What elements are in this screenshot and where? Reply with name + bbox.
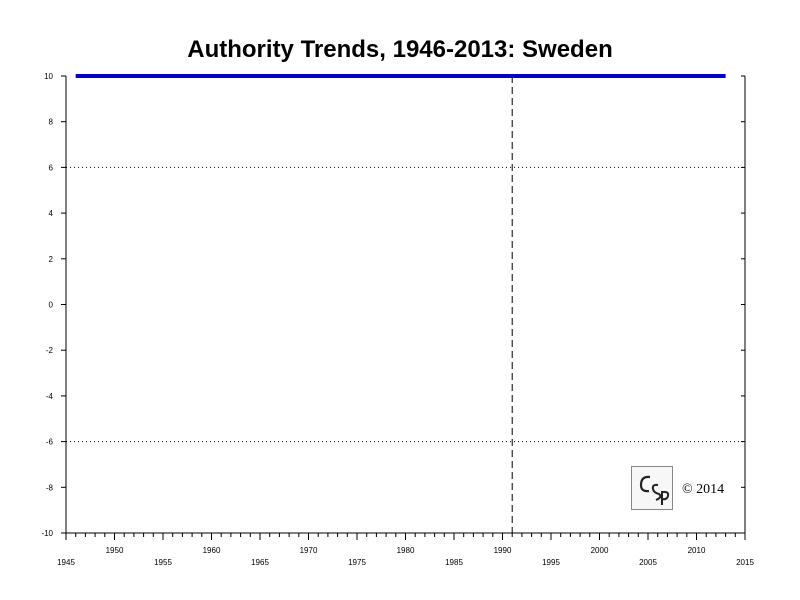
y-tick-label: 4: [49, 209, 54, 218]
y-tick-label: -6: [46, 438, 54, 447]
x-tick-label: 1985: [445, 558, 463, 567]
x-tick-label: 1990: [494, 546, 512, 555]
y-tick-label: -2: [46, 346, 54, 355]
x-tick-label: 1960: [203, 546, 221, 555]
y-tick-label: 2: [49, 255, 54, 264]
x-tick-label: 1975: [348, 558, 366, 567]
x-tick-label: 2000: [591, 546, 609, 555]
y-tick-label: -4: [46, 392, 54, 401]
y-tick-label: 10: [44, 72, 53, 81]
y-tick-label: -10: [41, 529, 53, 538]
x-tick-label: 2010: [688, 546, 706, 555]
x-tick-label: 1970: [300, 546, 318, 555]
x-tick-label: 2005: [639, 558, 657, 567]
x-tick-label: 1965: [251, 558, 269, 567]
x-tick-label: 1950: [106, 546, 124, 555]
x-tick-label: 1945: [57, 558, 75, 567]
x-tick-label: 2015: [736, 558, 754, 567]
csp-logo: [631, 466, 673, 510]
chart-title: Authority Trends, 1946-2013: Sweden: [187, 36, 613, 63]
x-tick-label: 1955: [154, 558, 172, 567]
csp-logo-icon: [639, 475, 670, 505]
y-tick-label: 6: [49, 163, 54, 172]
copyright-text: © 2014: [682, 482, 725, 497]
y-tick-label: 0: [49, 301, 54, 310]
x-tick-label: 1995: [542, 558, 560, 567]
y-tick-label: -8: [46, 483, 54, 492]
y-tick-label: 8: [49, 118, 54, 127]
x-tick-label: 1980: [397, 546, 415, 555]
